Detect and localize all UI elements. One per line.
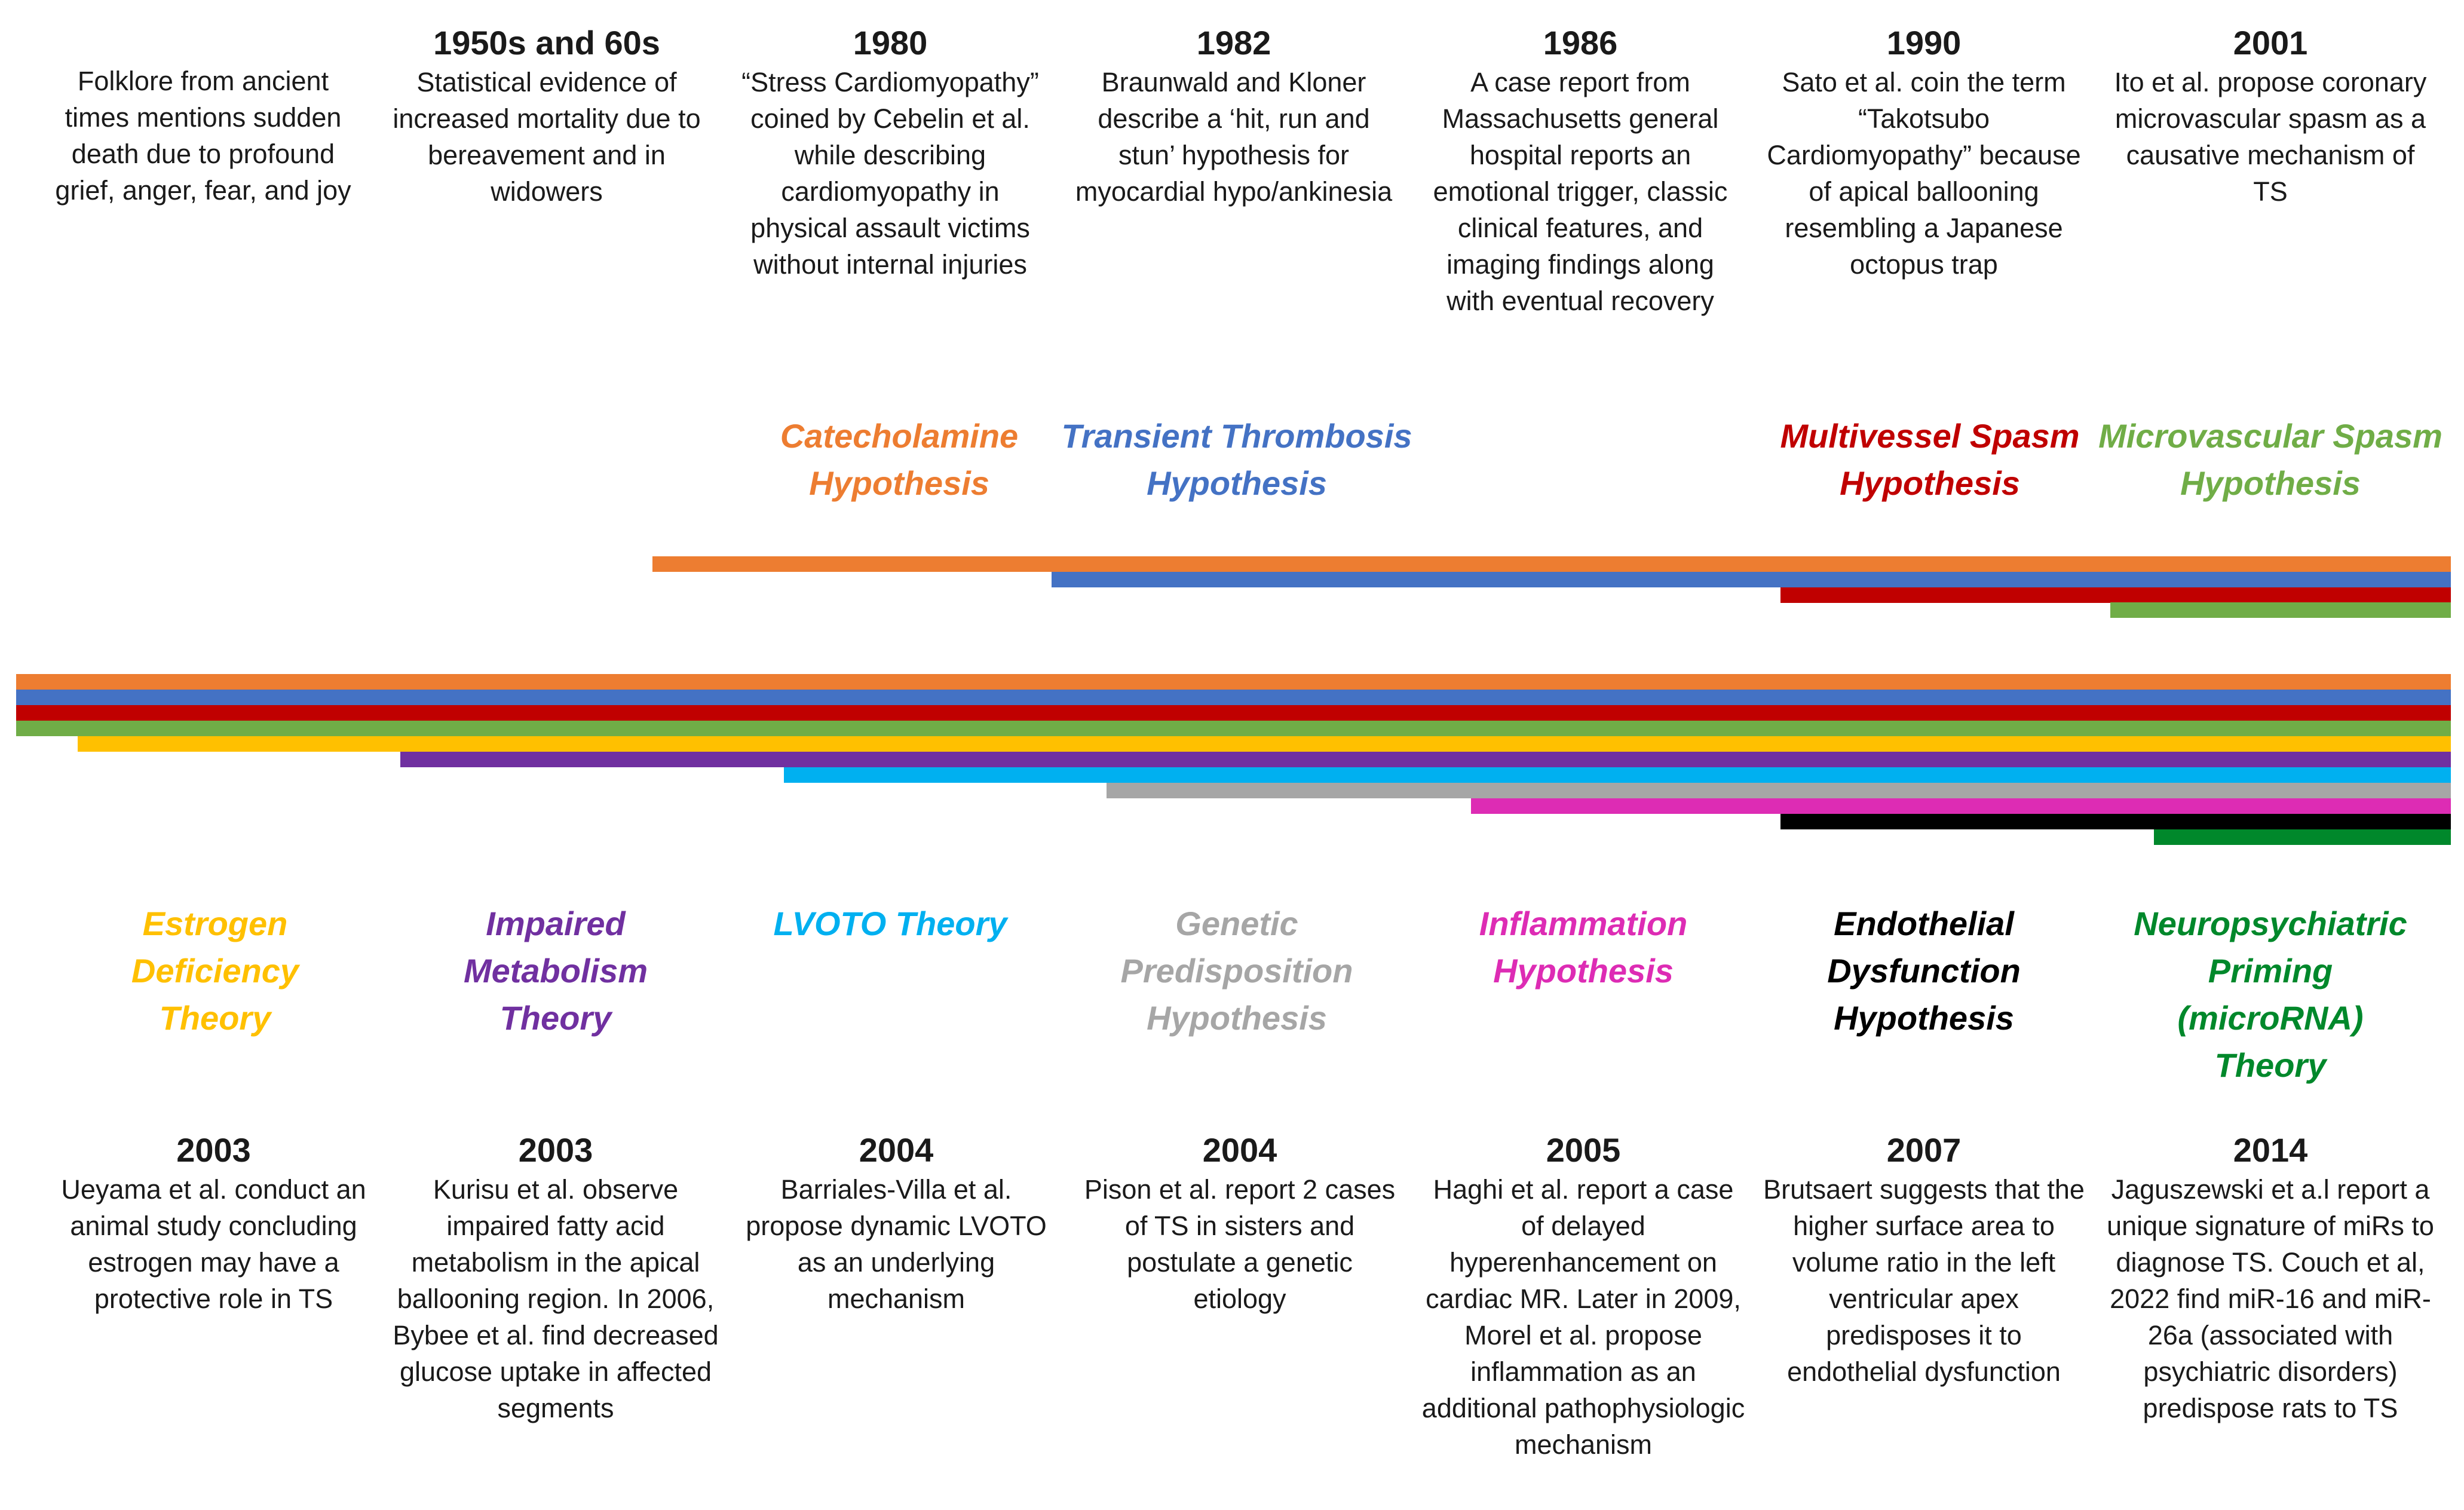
top-event-1986: 1986 A case report from Massachusetts ge… (1419, 22, 1742, 319)
timeline-bar-estrogen-deficiency (78, 736, 2451, 752)
event-description: Statistical evidence of increased mortal… (393, 67, 701, 207)
bottom-event-2007-endothelial: 2007 Brutsaert suggests that the higher … (1763, 1129, 2085, 1390)
top-event-1990: 1990 Sato et al. coin the term “Takotsub… (1763, 22, 2085, 283)
theory-label-impaired-metabolism: Impaired Metabolism Theory (463, 905, 648, 1037)
event-year: 2003 (176, 1131, 251, 1169)
event-year: 1982 (1196, 24, 1271, 62)
event-year: 2003 (518, 1131, 593, 1169)
event-year: 2004 (1202, 1131, 1277, 1169)
event-description: Ito et al. propose coronary microvascula… (2114, 67, 2427, 207)
event-description: Braunwald and Kloner describe a ‘hit, ru… (1075, 67, 1393, 207)
theory-label-genetic-predisposition: Genetic Predisposition Hypothesis (1120, 905, 1353, 1037)
bottom-event-2003-estrogen: 2003 Ueyama et al. conduct an animal stu… (51, 1129, 376, 1317)
event-year: 2005 (1546, 1131, 1621, 1169)
bottom-event-2003-metabolism: 2003 Kurisu et al. observe impaired fatt… (391, 1129, 720, 1426)
theory-label-catecholamine: Catecholamine Hypothesis (780, 417, 1019, 502)
top-event-1950s: 1950s and 60s Statistical evidence of in… (385, 22, 708, 210)
timeline-bar-lvoto (784, 767, 2451, 783)
timeline-bar-microvascular-spasm-top (2110, 602, 2451, 618)
timeline-bar-multivessel-spasm (16, 705, 2451, 721)
event-description: Kurisu et al. observe impaired fatty aci… (393, 1174, 719, 1423)
timeline-bar-transient-thrombosis (16, 690, 2451, 705)
timeline-bar-catecholamine-top (652, 556, 2451, 572)
event-year: 1980 (853, 24, 928, 62)
bottom-event-2004-genetic: 2004 Pison et al. report 2 cases of TS i… (1078, 1129, 1401, 1317)
timeline-bar-impaired-metabolism (400, 752, 2451, 767)
timeline-bar-transient-thrombosis-top (1052, 572, 2451, 587)
event-year: 1990 (1886, 24, 1962, 62)
theory-label-inflammation: Inflammation Hypothesis (1479, 905, 1688, 990)
event-year: 2014 (2233, 1131, 2308, 1169)
event-description: Sato et al. coin the term “Takotsubo Car… (1767, 67, 2081, 280)
event-year: 2004 (859, 1131, 934, 1169)
timeline-bar-genetic-predisposition (1107, 783, 2451, 798)
bottom-event-2004-lvoto: 2004 Barriales-Villa et al. propose dyna… (735, 1129, 1058, 1317)
theory-label-transient-thrombosis: Transient Thrombosis Hypothesis (1061, 417, 1412, 502)
top-event-1980: 1980 “Stress Cardiomyopathy” coined by C… (729, 22, 1052, 283)
event-year: 1986 (1543, 24, 1618, 62)
top-event-2001: 2001 Ito et al. propose coronary microva… (2109, 22, 2432, 210)
event-description: Haghi et al. report a case of delayed hy… (1421, 1174, 1745, 1460)
theory-label-multivessel-spasm: Multivessel Spasm Hypothesis (1780, 417, 2080, 502)
timeline-bar-endothelial-dysfunction (1780, 814, 2451, 829)
top-event-1982: 1982 Braunwald and Kloner describe a ‘hi… (1072, 22, 1395, 210)
event-description: “Stress Cardiomyopathy” coined by Cebeli… (741, 67, 1039, 280)
event-description: Pison et al. report 2 cases of TS in sis… (1084, 1174, 1396, 1314)
timeline-bar-neuropsychiatric-priming (2154, 829, 2451, 845)
event-description: Brutsaert suggests that the higher surfa… (1763, 1174, 2085, 1387)
event-description: Jaguszewski et a.l report a unique signa… (2107, 1174, 2434, 1423)
event-year: 1950s and 60s (433, 24, 660, 62)
theory-label-microvascular-spasm: Microvascular Spasm Hypothesis (2098, 417, 2442, 502)
timeline-bar-inflammation (1471, 798, 2451, 814)
event-description: Folklore from ancient times mentions sud… (55, 66, 351, 206)
bottom-event-2005-inflammation: 2005 Haghi et al. report a case of delay… (1419, 1129, 1748, 1463)
timeline-bar-multivessel-spasm-top (1780, 587, 2451, 603)
timeline-bar-catecholamine (16, 674, 2451, 690)
bottom-event-2014-microrna: 2014 Jaguszewski et a.l report a unique … (2100, 1129, 2441, 1426)
event-description: A case report from Massachusetts general… (1433, 67, 1728, 316)
theory-label-lvoto: LVOTO Theory (773, 905, 1007, 942)
theory-label-estrogen-deficiency: Estrogen Deficiency Theory (131, 905, 299, 1037)
event-year: 2007 (1886, 1131, 1962, 1169)
event-year: 2001 (2233, 24, 2308, 62)
theory-label-neuropsychiatric-priming: Neuropsychiatric Priming (microRNA) Theo… (2134, 905, 2407, 1084)
top-event-folklore: Folklore from ancient times mentions sud… (42, 63, 364, 209)
timeline-bar-microvascular-spasm (16, 721, 2451, 736)
event-description: Barriales-Villa et al. propose dynamic L… (746, 1174, 1047, 1314)
event-description: Ueyama et al. conduct an animal study co… (61, 1174, 366, 1314)
theory-label-endothelial-dysfunction: Endothelial Dysfunction Hypothesis (1827, 905, 2021, 1037)
